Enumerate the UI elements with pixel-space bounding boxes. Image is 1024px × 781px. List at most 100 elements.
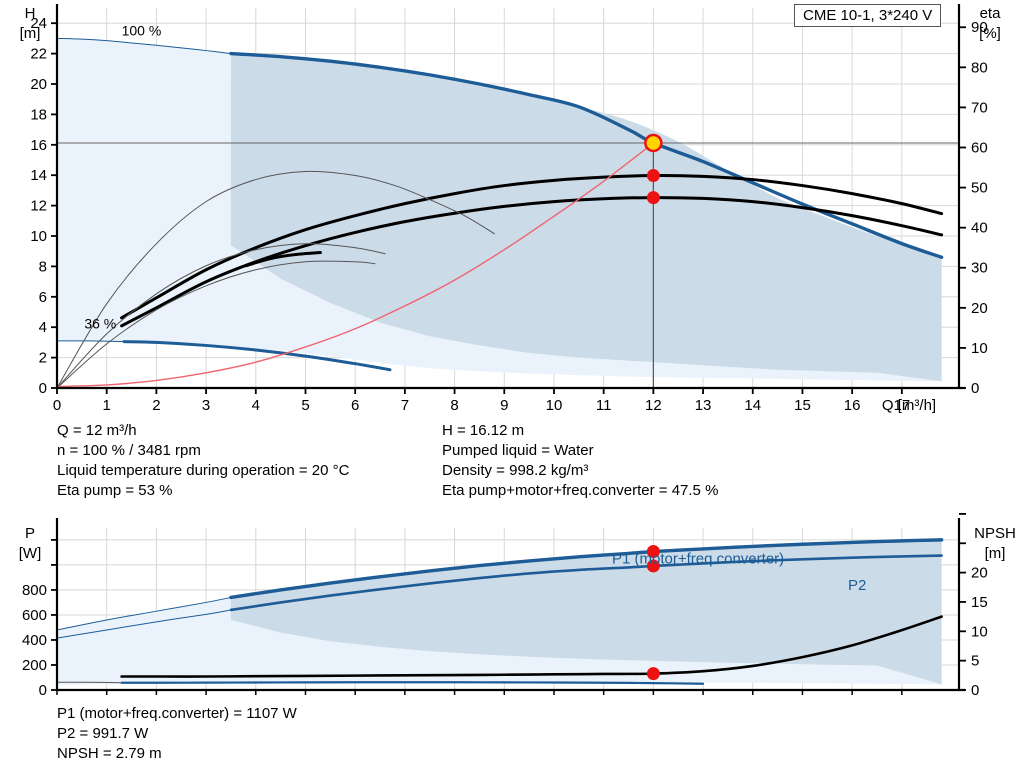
y2-axis-unit: [%] bbox=[979, 25, 1001, 42]
power-npsh-chart: 0 200 400 600 800 0 5 10 15 20 P [W] NPSH [m] P1 (moto… bbox=[19, 513, 1016, 699]
y-tick-label: 4 bbox=[39, 319, 47, 336]
y-tick-label: 16 bbox=[30, 137, 47, 154]
readout-line: P1 (motor+freq.converter) = 1107 W bbox=[57, 705, 297, 722]
x-tick-label: 8 bbox=[450, 397, 458, 414]
readout-line: P2 = 991.7 W bbox=[57, 725, 149, 742]
y-axis-unit: [m] bbox=[20, 25, 41, 42]
curve-eta-thin-envelope-lower bbox=[56, 260, 376, 389]
duty-marker-p1[interactable] bbox=[646, 545, 660, 559]
axis-ticks: 0 200 400 600 800 0 5 10 15 20 bbox=[22, 513, 988, 699]
y-tick-label: 2 bbox=[39, 350, 47, 367]
y2-tick-label: 20 bbox=[971, 300, 988, 317]
readout-line: NPSH = 2.79 m bbox=[57, 745, 162, 762]
p2-curve-label: P2 bbox=[848, 577, 866, 594]
y2-tick-label: 80 bbox=[971, 59, 988, 76]
upper-readout-col1: Q = 12 m³/h n = 100 % / 3481 rpm Liquid … bbox=[57, 421, 349, 501]
duty-marker-p2[interactable] bbox=[646, 559, 660, 573]
y-tick-label: 8 bbox=[39, 258, 47, 275]
y2-tick-label: 70 bbox=[971, 99, 988, 116]
readout-line: Density = 998.2 kg/m³ bbox=[442, 462, 589, 479]
y2-tick-label: 90 bbox=[971, 19, 988, 36]
y2-tick-label: 0 bbox=[971, 682, 979, 699]
y-tick-label: 6 bbox=[39, 289, 47, 306]
y-axis-title: H bbox=[25, 5, 36, 22]
x-tick-label: 10 bbox=[546, 397, 563, 414]
y-tick-label: 14 bbox=[30, 167, 47, 184]
y-tick-label: 10 bbox=[30, 228, 47, 245]
x-tick-label: 4 bbox=[252, 397, 260, 414]
speed-36-label: 36 % bbox=[84, 316, 116, 332]
y-tick-label: 600 bbox=[22, 607, 47, 624]
duty-point[interactable] bbox=[644, 133, 663, 153]
curve-eta-short-segment-partial-speed- bbox=[244, 251, 322, 268]
y-tick-label: 12 bbox=[30, 198, 47, 215]
curve-h-curve-100-thin-extension-low-flow- bbox=[56, 37, 232, 55]
curve-p-minimum-speed-thin bbox=[56, 681, 123, 684]
y2-tick-label: 50 bbox=[971, 180, 988, 197]
curve-p1-motor-freq-converter- bbox=[229, 538, 944, 600]
curve-eta-thin-envelope-mid bbox=[56, 243, 386, 389]
x-tick-label: 5 bbox=[301, 397, 309, 414]
y-tick-label: 22 bbox=[30, 46, 47, 63]
x-tick-label: 12 bbox=[645, 397, 662, 414]
power-range-mid bbox=[230, 539, 942, 685]
readout-line: Q = 12 m³/h bbox=[57, 422, 137, 439]
head-efficiency-chart: 0246810121416182022240102030405060708090… bbox=[20, 4, 1002, 414]
readout-line: Pumped liquid = Water bbox=[442, 442, 594, 459]
curves bbox=[56, 538, 944, 685]
curve-eta-pump bbox=[120, 174, 944, 320]
y2-tick-label: 0 bbox=[971, 380, 979, 397]
x-tick-label: 13 bbox=[695, 397, 712, 414]
y-tick-label: 18 bbox=[30, 106, 47, 123]
x-tick-label: 6 bbox=[351, 397, 359, 414]
y-tick-label: 400 bbox=[22, 632, 47, 649]
eta-marker bbox=[646, 191, 660, 205]
curve-p2-thin-extension-low-flow- bbox=[56, 609, 232, 639]
y2-tick-label: 15 bbox=[971, 594, 988, 611]
x-tick-label: 2 bbox=[152, 397, 160, 414]
curve-h-curve-36-thin-extension- bbox=[56, 340, 125, 343]
axis-ticks: 0246810121416182022240102030405060708090… bbox=[30, 15, 987, 414]
curve-system-control-curve bbox=[56, 142, 655, 388]
power-range-bands bbox=[57, 539, 942, 685]
y2-tick-label: 10 bbox=[971, 340, 988, 357]
readout-line: H = 16.12 m bbox=[442, 422, 525, 439]
x-tick-label: 0 bbox=[53, 397, 61, 414]
readout-line: Liquid temperature during operation = 20… bbox=[57, 462, 350, 479]
x-tick-label: 15 bbox=[794, 397, 811, 414]
curve-h-curve-36-min-speed- bbox=[122, 340, 392, 372]
x-tick-label: 9 bbox=[500, 397, 508, 414]
curves bbox=[56, 37, 944, 389]
operating-range-mid bbox=[230, 53, 942, 382]
readout-line: Eta pump = 53 % bbox=[57, 482, 173, 499]
y2-tick-label: 20 bbox=[971, 565, 988, 582]
x-tick-label: 17 bbox=[894, 397, 911, 414]
lower-readout-col1: P1 (motor+freq.converter) = 1107 W P2 = … bbox=[57, 704, 297, 764]
x-tick-label: 14 bbox=[744, 397, 761, 414]
y-tick-label: 200 bbox=[22, 657, 47, 674]
x-tick-label: 16 bbox=[844, 397, 861, 414]
x-axis-title: Q [m³/h] bbox=[882, 397, 936, 414]
duty-marker-npsh[interactable] bbox=[646, 667, 660, 681]
y2-tick-label: 60 bbox=[971, 139, 988, 156]
y-tick-label: 800 bbox=[22, 582, 47, 599]
y-axis-title: P bbox=[25, 525, 35, 542]
curve-p1-thin-extension-low-flow- bbox=[56, 596, 232, 631]
curve-p-minimum-speed-curve bbox=[120, 681, 705, 685]
eta-marker bbox=[646, 169, 660, 183]
y2-tick-label: 40 bbox=[971, 220, 988, 237]
y-tick-label: 0 bbox=[39, 380, 47, 397]
p1-curve-label: P1 (motor+freq.converter) bbox=[612, 551, 784, 568]
y2-axis-title: eta bbox=[980, 5, 1002, 22]
y2-tick-label: 10 bbox=[971, 623, 988, 640]
model-title-label: CME 10-1, 3*240 V bbox=[803, 7, 933, 24]
y2-axis-title: NPSH bbox=[974, 525, 1016, 542]
y2-tick-label: 5 bbox=[971, 653, 979, 670]
y-axis-unit: [W] bbox=[19, 545, 42, 562]
curve-h-curve-100- bbox=[229, 51, 944, 259]
upper-readout-col2: H = 16.12 m Pumped liquid = Water Densit… bbox=[442, 421, 718, 501]
model-title-box: CME 10-1, 3*240 V bbox=[794, 4, 942, 27]
curve-p2 bbox=[229, 554, 943, 612]
x-tick-label: 1 bbox=[103, 397, 111, 414]
